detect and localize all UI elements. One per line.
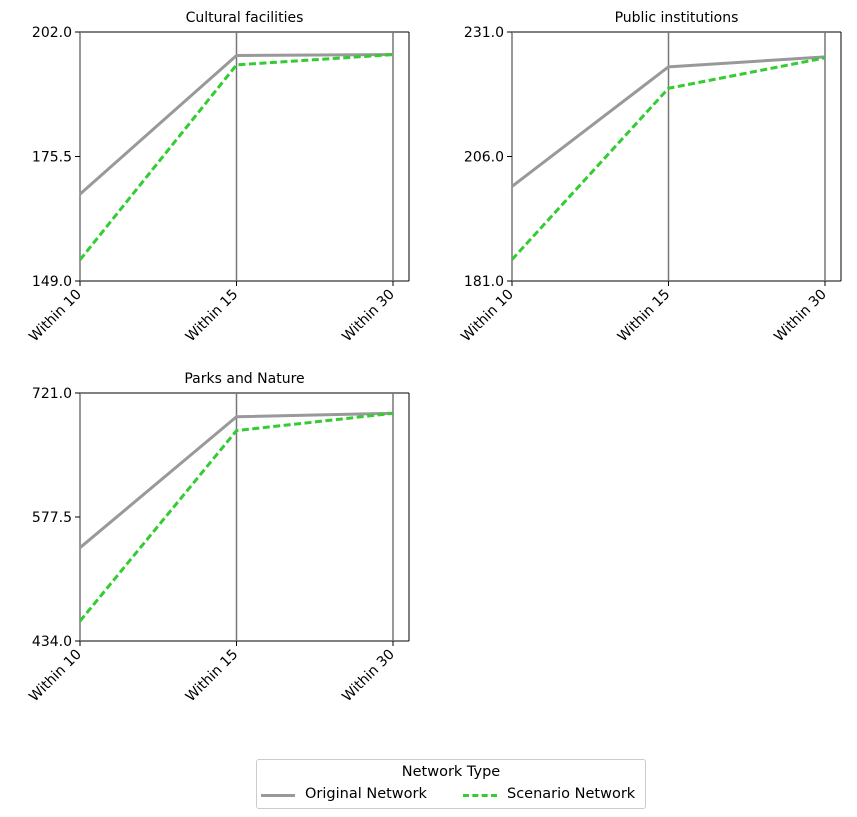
subplot-2: Within 10 Within 15 Within 30 181.0 206.0 231… [458, 10, 842, 346]
legend-label-original: Original Network [305, 786, 427, 802]
y-tick-label: 181.0 [464, 274, 504, 290]
x-tick-label: Within 30 [771, 287, 830, 346]
legend-title: Network Type [401, 764, 501, 780]
legend-swatch-scenario [463, 794, 497, 797]
subplot-title: Cultural facilities [186, 10, 304, 26]
series-line-scenario [78, 411, 394, 623]
series-line-scenario [510, 56, 826, 261]
x-tick-label: Within 15 [183, 647, 242, 706]
subplot-3: Within 10 Within 15 Within 30 434.0 577.5 721… [26, 371, 410, 706]
x-tick-label: Within 10 [26, 647, 85, 706]
series-line-original [79, 411, 394, 549]
x-tick-label: Within 30 [339, 647, 398, 706]
subplot-title: Public institutions [615, 10, 739, 26]
y-tick-label: 231.0 [464, 25, 504, 41]
x-tick-label: Within 10 [458, 287, 517, 346]
series-line-original [79, 53, 394, 196]
y-tick-label: 175.5 [32, 150, 72, 166]
legend: Network Type Original Network Scenario N… [256, 759, 646, 809]
y-tick-label: 434.0 [32, 634, 72, 650]
x-tick-label: Within 30 [339, 287, 398, 346]
x-tick-label: Within 15 [183, 287, 242, 346]
subplot-title: Parks and Nature [184, 371, 304, 387]
series-line-original [511, 55, 826, 188]
legend-label-scenario: Scenario Network [507, 786, 636, 802]
x-tick-label: Within 15 [615, 287, 674, 346]
y-tick-label: 206.0 [464, 150, 504, 166]
subplot-1: Within 10 Within 15 Within 30 149.0 175.5 202… [26, 10, 410, 346]
y-tick-label: 149.0 [32, 274, 72, 290]
x-tick-label: Within 10 [26, 287, 85, 346]
y-tick-label: 202.0 [32, 25, 72, 41]
y-tick-label: 577.5 [32, 510, 72, 526]
y-tick-label: 721.0 [32, 386, 72, 402]
legend-swatch-original [261, 794, 295, 797]
